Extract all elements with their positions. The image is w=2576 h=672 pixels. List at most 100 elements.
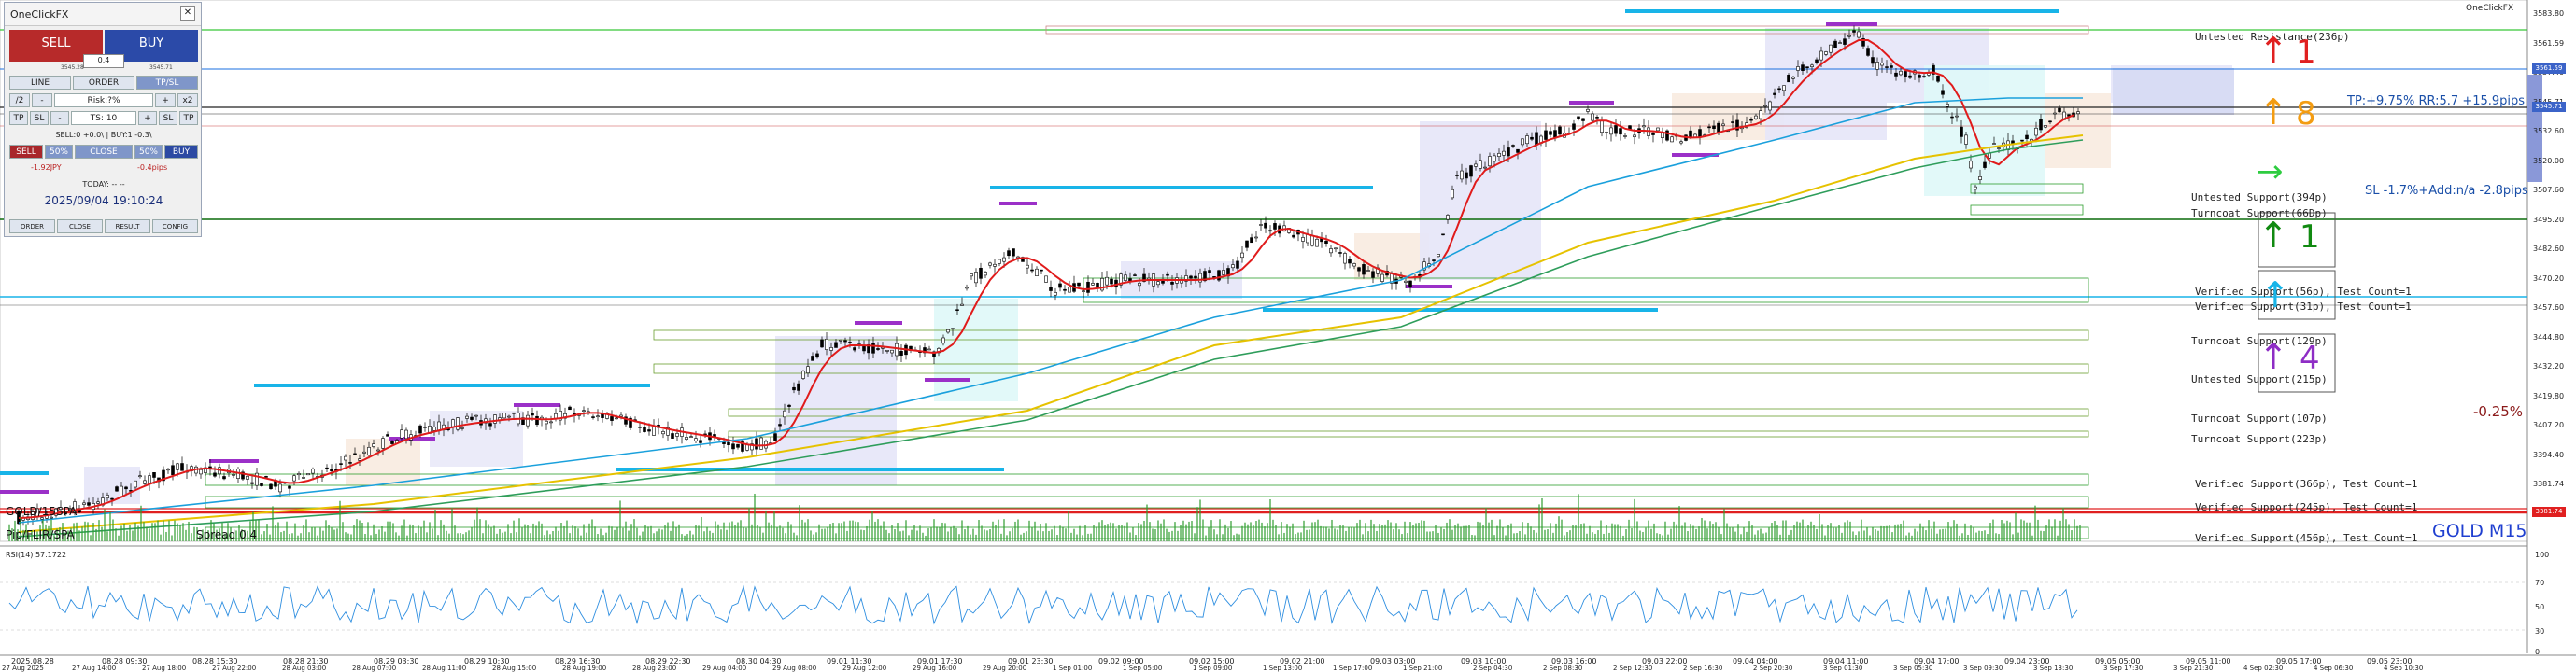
candle-body — [932, 351, 936, 357]
candle-body — [792, 386, 796, 391]
candle-body — [1203, 271, 1207, 282]
halve-button[interactable]: /2 — [9, 93, 30, 107]
candle-body — [1549, 131, 1552, 135]
candle-body — [134, 480, 137, 488]
candle-body — [1960, 126, 1963, 137]
close-half-sell-button[interactable]: 50% — [45, 145, 73, 159]
candle-body — [1068, 287, 1071, 293]
footer-config-button[interactable]: CONFIG — [152, 219, 198, 233]
candle-body — [1833, 40, 1837, 49]
candle-body — [1138, 282, 1141, 287]
candle-body — [1852, 30, 1856, 33]
candle-body — [1156, 281, 1160, 286]
candle-body — [465, 415, 469, 419]
risk-field[interactable]: Risk:?% — [54, 93, 153, 107]
candle-body — [1904, 71, 1907, 77]
close-buy-button[interactable]: BUY — [164, 145, 198, 159]
zone-label: Verified Support(245p), Test Count=1 — [2195, 501, 2418, 513]
candle-body — [470, 416, 474, 420]
candle-body — [1838, 42, 1842, 44]
double-button[interactable]: x2 — [177, 93, 198, 107]
price-tag: 3545.71 — [2532, 102, 2566, 112]
candle-body — [1301, 237, 1305, 242]
candle-body — [54, 508, 58, 516]
candle-body — [890, 349, 894, 354]
candle-body — [1469, 165, 1473, 177]
time-tick-label: 09.04 23:00 — [2004, 657, 2050, 665]
close-all-button[interactable]: CLOSE — [75, 145, 133, 159]
candle-body — [96, 501, 100, 504]
candle-body — [381, 438, 385, 449]
instrument-label: GOLD M15 — [2432, 521, 2527, 541]
candle-body — [390, 441, 394, 444]
candle-body — [2044, 125, 2047, 128]
candle-body — [1777, 88, 1781, 91]
candle-body — [1451, 189, 1454, 199]
plus-button[interactable]: + — [155, 93, 176, 107]
candle-body — [59, 507, 63, 510]
tab-tpsl[interactable]: TP/SL — [136, 76, 198, 90]
time-tick-label: 4 Sep 10:30 — [2384, 665, 2424, 672]
ts-minus-button[interactable]: - — [50, 111, 69, 125]
sl-set-button[interactable]: SL — [159, 111, 177, 125]
candle-body — [1992, 143, 1996, 145]
panel-title-bar: OneClickFX ✕ — [5, 3, 201, 26]
candle-body — [1035, 268, 1039, 276]
footer-close-button[interactable]: CLOSE — [57, 219, 103, 233]
time-tick-label: 09.05 05:00 — [2095, 657, 2141, 665]
candle-body — [545, 420, 548, 425]
close-sell-button[interactable]: SELL — [9, 145, 43, 159]
time-tick-label: 27 Aug 18:00 — [142, 665, 187, 672]
candle-body — [1437, 254, 1440, 258]
candle-body — [1105, 276, 1109, 286]
one-click-trade-panel: OneClickFX ✕ SELL BUY 0.4 3545.28 3545.7… — [4, 2, 202, 237]
sl-toggle-button[interactable]: SL — [30, 111, 49, 125]
time-tick-label: 09.01 17:30 — [917, 657, 963, 665]
tab-order[interactable]: ORDER — [73, 76, 134, 90]
tp-toggle-button[interactable]: TP — [9, 111, 28, 125]
candle-body — [264, 476, 268, 478]
candle-body — [1847, 35, 1851, 37]
candle-body — [362, 451, 366, 454]
time-tick-label: 1 Sep 09:00 — [1193, 665, 1233, 672]
tp-set-button[interactable]: TP — [179, 111, 198, 125]
candle-body — [1240, 252, 1244, 259]
lot-size-input[interactable]: 0.4 — [83, 54, 124, 68]
zone-label: Turncoat Support(66Dp) — [2191, 207, 2328, 219]
footer-order-button[interactable]: ORDER — [9, 219, 55, 233]
candle-body — [1357, 267, 1361, 272]
session-box — [2045, 93, 2111, 168]
candle-body — [288, 485, 291, 489]
candle-body — [1950, 116, 1954, 119]
candle-body — [1446, 215, 1450, 220]
minus-button[interactable]: - — [32, 93, 52, 107]
close-icon[interactable]: ✕ — [180, 6, 195, 21]
session-box — [1420, 121, 1541, 280]
candle-body — [1058, 283, 1062, 288]
candle-body — [1077, 282, 1081, 287]
price-tick-label: 3432.20 — [2533, 362, 2565, 371]
candle-body — [120, 485, 123, 497]
trailing-stop-field[interactable]: TS: 10 — [71, 111, 136, 125]
close-half-buy-button[interactable]: 50% — [134, 145, 163, 159]
arrow-count: 1 — [2296, 34, 2316, 71]
price-tag: 3561.59 — [2532, 63, 2566, 74]
candle-body — [1366, 270, 1370, 272]
candle-body — [456, 417, 460, 430]
sell-button[interactable]: SELL — [9, 30, 103, 62]
candle-body — [923, 347, 927, 354]
time-tick-label: 09.04 11:00 — [1823, 657, 1869, 665]
candle-body — [143, 480, 147, 484]
candle-body — [418, 425, 422, 434]
footer-result-button[interactable]: RESULT — [105, 219, 150, 233]
time-tick-label: 09.03 16:00 — [1551, 657, 1597, 665]
candle-body — [1572, 123, 1576, 130]
candle-body — [68, 508, 72, 511]
zone-label: Verified Support(366p), Test Count=1 — [2195, 478, 2418, 490]
time-tick-label: 29 Aug 20:00 — [983, 665, 1027, 672]
candle-body — [1866, 48, 1870, 56]
price-tick-label: 3561.59 — [2533, 38, 2565, 48]
ts-plus-button[interactable]: + — [138, 111, 157, 125]
tab-line[interactable]: LINE — [9, 76, 71, 90]
